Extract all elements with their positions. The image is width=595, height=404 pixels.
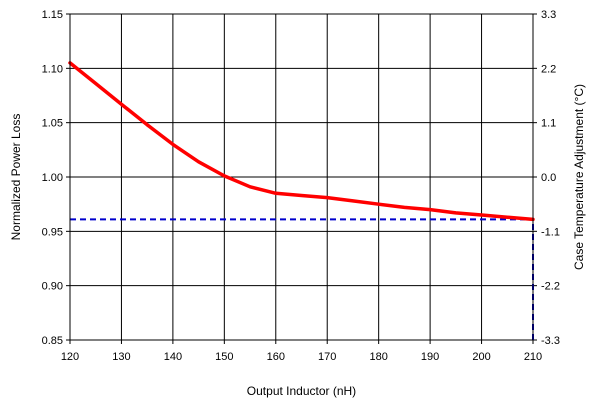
y2-tick-label: -3.3 <box>541 335 560 347</box>
y-tick-label: 0.85 <box>42 335 63 347</box>
y2-axis-title: Case Temperature Adjustment (°C) <box>572 84 586 270</box>
grid <box>66 13 537 344</box>
series-line <box>68 61 535 222</box>
y-tick-label: 0.90 <box>42 281 63 293</box>
reference-lines <box>70 218 534 340</box>
x-tick-label: 200 <box>472 351 490 363</box>
y2-tick-label: 1.1 <box>541 118 556 130</box>
series <box>68 61 535 222</box>
y2-tick-label: 2.2 <box>541 63 556 75</box>
x-tick-label: 140 <box>164 351 182 363</box>
x-tick-label: 190 <box>421 351 439 363</box>
y2-tick-label: -2.2 <box>541 281 560 293</box>
y-tick-label: 1.00 <box>42 172 63 184</box>
x-tick-label: 150 <box>215 351 233 363</box>
tick-labels: 120 130 140 150 160 170 180 190 200 210 0.85 0.90 0.… <box>42 9 560 363</box>
y-tick-label: 1.10 <box>42 63 63 75</box>
x-tick-label: 160 <box>267 351 285 363</box>
y-tick-label: 0.95 <box>42 226 63 238</box>
x-tick-label: 170 <box>318 351 336 363</box>
x-axis-title: Output Inductor (nH) <box>247 384 356 398</box>
y2-tick-label: 3.3 <box>541 9 556 21</box>
x-tick-label: 120 <box>61 351 79 363</box>
plot-frame <box>69 13 534 341</box>
y-tick-label: 1.15 <box>42 9 63 21</box>
x-tick-label: 210 <box>524 351 542 363</box>
y-tick-label: 1.05 <box>42 118 63 130</box>
y-axis-title: Normalized Power Loss <box>9 114 23 241</box>
x-tick-label: 130 <box>112 351 130 363</box>
y2-tick-label: -1.1 <box>541 226 560 238</box>
x-tick-label: 180 <box>369 351 387 363</box>
y2-tick-label: 0.0 <box>541 172 556 184</box>
